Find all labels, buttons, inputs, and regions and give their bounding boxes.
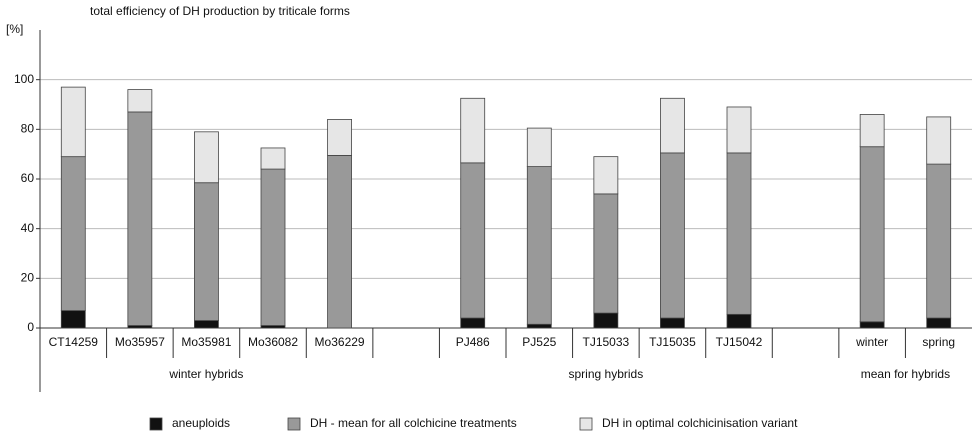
bar-segment [859,114,885,148]
bar-segment [859,146,885,323]
x-tick-label: Mo35981 [181,335,231,349]
bar-segment [327,119,352,156]
bar-segment [60,156,86,312]
bar-segment [127,111,153,326]
y-tick-label: 20 [21,271,35,285]
bar-segment [660,152,685,319]
group-label: mean for hybrids [861,367,950,381]
y-axis-label: [%] [6,22,23,36]
x-tick-label: TJ15033 [583,335,630,349]
bar-segment [526,323,552,329]
x-tick-label: Mo36082 [248,335,298,349]
x-tick-label: Mo35957 [115,335,165,349]
bar-segment [327,155,352,329]
bar-segment [526,166,552,325]
x-tick-label: winter [855,335,888,349]
x-tick-label: CT14259 [49,335,99,349]
group-label: spring hybrids [569,367,644,381]
bar-segment [460,162,486,319]
bar-segment [726,152,752,315]
bar-segment [926,116,952,165]
bar-segment [260,168,286,326]
bar-segment [127,89,153,113]
bar-segment [660,317,685,329]
y-tick-label: 100 [14,72,34,86]
y-tick-label: 60 [21,171,35,185]
bar-segment [194,131,219,184]
bar-segment [726,106,752,154]
bar-segment [60,86,86,158]
legend-label: aneuploids [172,416,230,430]
bar-segment [526,127,552,167]
bar-segment [593,312,619,329]
x-tick-label: TJ15042 [716,335,763,349]
bar-segment [926,163,952,319]
x-tick-label: spring [922,335,955,349]
legend-swatch [149,417,163,431]
y-tick-label: 40 [21,221,35,235]
y-tick-label: 80 [21,122,35,136]
group-label: winter hybrids [168,367,243,381]
legend-swatch [287,417,301,431]
bar-segment [194,320,219,329]
x-tick-label: Mo36229 [315,335,365,349]
bar-segment [593,156,619,195]
bar-segment [593,193,619,314]
bar-segment [726,313,752,329]
legend-label: DH - mean for all colchicine treatments [310,416,517,430]
y-tick-label: 0 [27,320,34,334]
bar-segment [460,317,486,329]
bar-segment [194,182,219,321]
bar-segment [260,147,286,170]
bar-segment [926,317,952,329]
bar-segment [460,97,486,164]
legend-label: DH in optimal colchicinisation variant [602,416,798,430]
x-tick-label: TJ15035 [649,335,696,349]
bar-segment [859,321,885,329]
x-tick-label: PJ486 [456,335,490,349]
bar-segment [660,97,685,154]
x-tick-label: PJ525 [522,335,556,349]
chart-title: total efficiency of DH production by tri… [90,4,350,18]
bar-segment [60,310,86,329]
legend-swatch [579,417,593,431]
